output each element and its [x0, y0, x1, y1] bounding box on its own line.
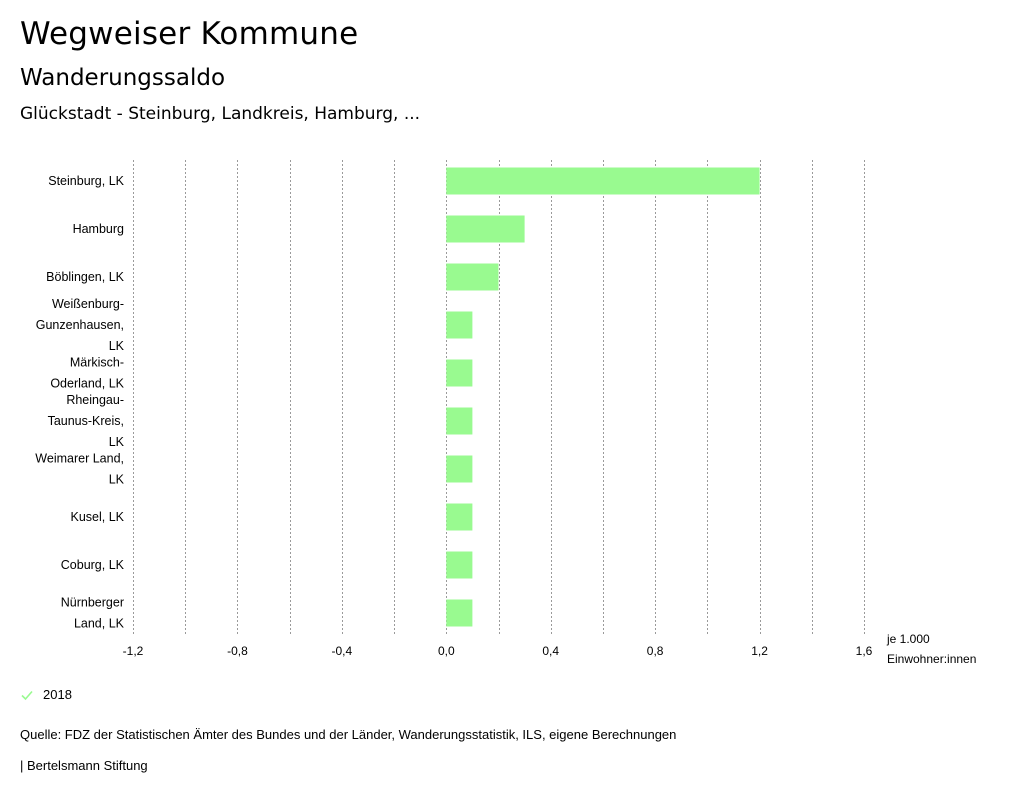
x-tick-label: 0,4 [542, 644, 559, 658]
category-label: Böblingen, LK [46, 270, 125, 284]
footer-credit: | Bertelsmann Stiftung [20, 758, 148, 773]
x-axis-unit-label: Einwohner:innen [887, 652, 976, 666]
x-tick-label: 1,2 [751, 644, 768, 658]
category-label: Taunus-Kreis, [48, 414, 124, 428]
category-label: LK [109, 473, 125, 487]
x-tick-label: -0,4 [332, 644, 353, 658]
region-label: Glückstadt - Steinburg, Landkreis, Hambu… [20, 104, 421, 124]
category-label: Steinburg, LK [48, 174, 124, 188]
x-tick-label: -1,2 [123, 644, 144, 658]
x-axis-unit-label: je 1.000 [886, 632, 930, 646]
page-title: Wegweiser Kommune [20, 16, 359, 52]
category-label: Weimarer Land, [35, 452, 124, 466]
legend[interactable]: 2018 [20, 687, 72, 702]
bar-chart: -1,2 -0,8 -0,4 0,0 0,4 0,8 1,2 1,6 je 1.000 Einwo… [35, 160, 976, 666]
category-label: Kusel, LK [70, 510, 124, 524]
bar [446, 215, 525, 243]
category-label: Märkisch- [70, 356, 124, 370]
source-note: Quelle: FDZ der Statistischen Ämter des … [20, 727, 677, 742]
category-label: Nürnberger [61, 596, 124, 610]
bar [446, 359, 473, 387]
category-label: Coburg, LK [61, 558, 125, 572]
bar [446, 503, 473, 531]
category-label: Land, LK [74, 617, 125, 631]
bar [446, 407, 473, 435]
category-label: Gunzenhausen, [36, 318, 124, 332]
x-tick-label: 0,0 [438, 644, 455, 658]
bar [446, 167, 760, 195]
category-label: Weißenburg- [52, 297, 124, 311]
category-label: Hamburg [73, 222, 124, 236]
bar [446, 551, 473, 579]
category-label: LK [109, 339, 125, 353]
bar [446, 455, 473, 483]
x-tick-label: -0,8 [227, 644, 248, 658]
bar [446, 599, 473, 627]
category-label: Rheingau- [66, 393, 124, 407]
bar [446, 263, 499, 291]
category-label: Oderland, LK [50, 377, 124, 391]
legend-entry-2018: 2018 [43, 687, 72, 702]
x-tick-label: 0,8 [647, 644, 664, 658]
chart-subtitle: Wanderungssaldo [20, 65, 226, 91]
check-icon[interactable] [20, 688, 34, 702]
x-tick-label: 1,6 [856, 644, 873, 658]
category-label: LK [109, 435, 125, 449]
bar [446, 311, 473, 339]
